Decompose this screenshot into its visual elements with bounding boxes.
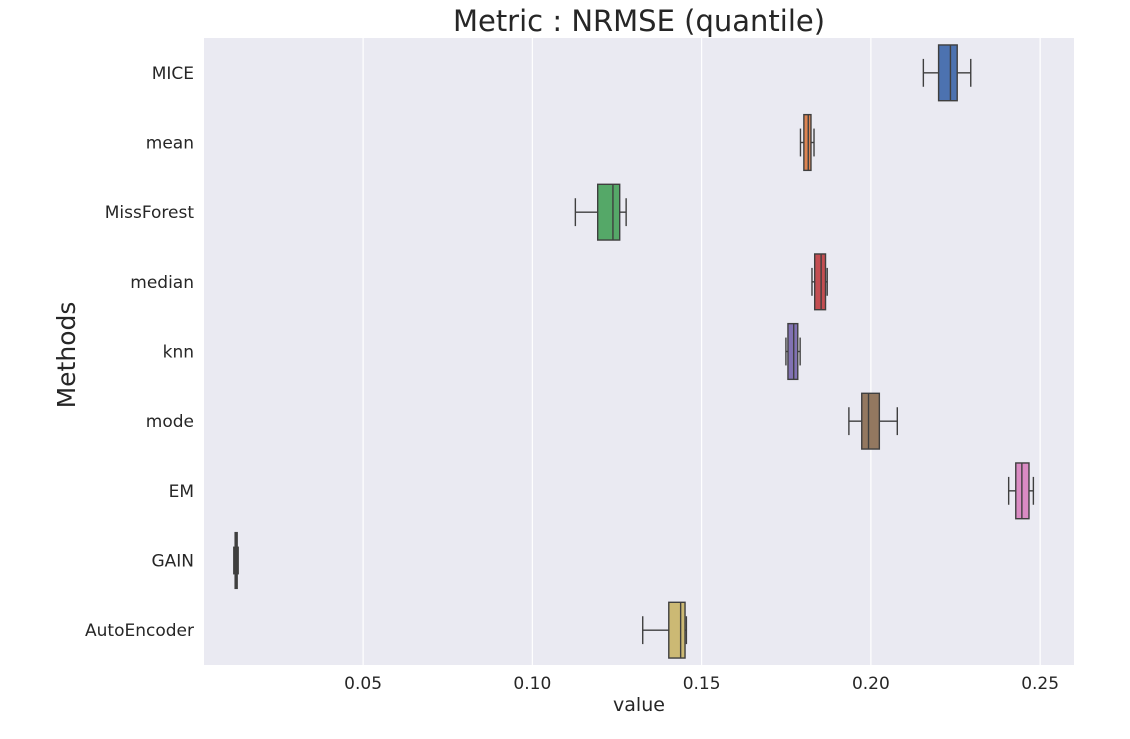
x-tick-label: 0.15 [683,674,721,694]
y-tick-label: EM [169,482,194,502]
box-iqr [787,322,799,381]
box-MissForest [574,183,627,241]
y-tick-labels: MICE mean MissForest median knn mode EM GAIN Aut… [85,64,194,641]
box-iqr [597,183,621,241]
box-knn [785,322,801,381]
box-EM [1007,462,1035,520]
box-MICE [922,44,972,102]
box-iqr [861,392,881,450]
box-iqr [937,44,958,102]
box-iqr [813,253,827,311]
y-axis-label: Methods [52,302,81,409]
x-tick-label: 0.25 [1021,674,1059,694]
x-tick-label: 0.05 [344,674,382,694]
y-tick-label: MICE [152,64,194,84]
box-GAIN [233,531,239,590]
y-tick-label: GAIN [151,552,194,572]
box-mean [799,113,815,172]
box-AutoEncoder [642,601,688,659]
chart-title: Metric : NRMSE (quantile) [453,4,825,38]
y-tick-label: median [130,273,194,293]
y-tick-label: mean [146,134,194,154]
y-tick-label: knn [163,343,194,363]
y-tick-label: AutoEncoder [85,621,194,641]
plot-background [204,38,1074,665]
x-tick-label: 0.10 [513,674,551,694]
x-axis-label: value [613,694,665,716]
box-iqr [668,601,686,659]
box-layer [233,44,1035,659]
x-tick-labels: 0.05 0.10 0.15 0.20 0.25 [344,674,1059,694]
box-median [811,253,828,311]
y-tick-label: MissForest [105,203,195,223]
grid-lines [362,38,1041,665]
x-tick-label: 0.20 [852,674,890,694]
box-iqr [803,113,812,172]
box-mode [848,392,898,450]
y-tick-label: mode [146,412,194,432]
